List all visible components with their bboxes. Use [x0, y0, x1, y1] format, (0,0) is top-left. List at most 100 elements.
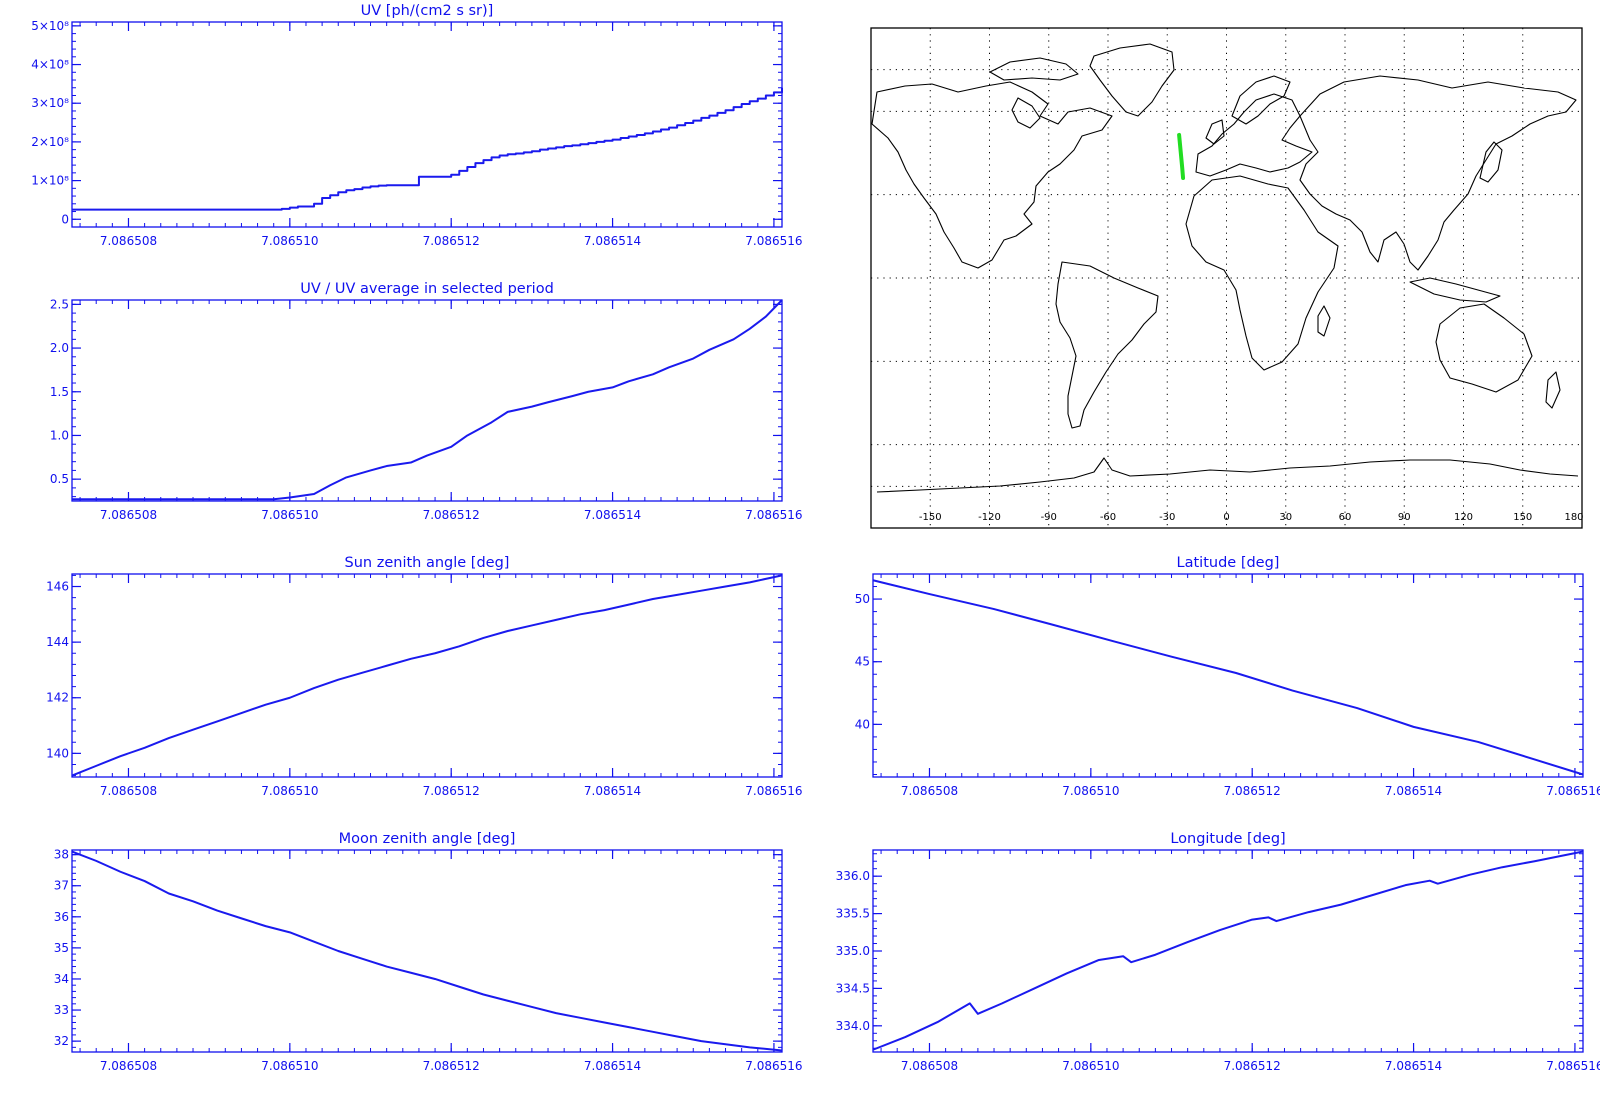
y-tick-label: 334.5 [836, 981, 870, 995]
y-tick-label: 45 [855, 655, 870, 669]
y-tick-label: 334.0 [836, 1019, 870, 1033]
chart-title: Moon zenith angle [deg] [339, 831, 516, 847]
chart-title: Sun zenith angle [deg] [345, 555, 510, 571]
map-longitude-label: -60 [1100, 512, 1116, 523]
y-tick-label: 2×10⁸ [31, 135, 69, 149]
y-tick-label: 0 [61, 212, 69, 226]
y-tick-label: 40 [855, 717, 870, 731]
ground-track-map: -150 -120 -90 -60 -30 0 30 60 90 120 150 180 [870, 27, 1584, 529]
x-tick-label: 7.086514 [584, 1059, 641, 1073]
map-longitude-label: 60 [1339, 512, 1352, 523]
series-line [872, 579, 1584, 776]
x-tick-label: 7.086508 [100, 508, 157, 522]
new-zealand [1545, 371, 1561, 409]
map-longitude-label: 30 [1279, 512, 1292, 523]
y-tick-label: 4×10⁸ [31, 58, 69, 72]
series-line [71, 574, 783, 777]
x-tick-label: 7.086510 [261, 234, 318, 248]
chart-title: Longitude [deg] [1170, 831, 1285, 847]
x-tick-label: 7.086508 [100, 1059, 157, 1073]
x-tick-label: 7.086514 [584, 234, 641, 248]
moon-zenith-chart: Moon zenith angle [deg] 7.086508 7.086510 7… [54, 831, 803, 1073]
x-tick-label: 7.086512 [1224, 1059, 1281, 1073]
madagascar [1317, 305, 1331, 337]
asia-coastline [1299, 75, 1577, 271]
map-longitude-label: 0 [1223, 512, 1229, 523]
series-line [872, 850, 1584, 1051]
y-tick-label: 336.0 [836, 869, 870, 883]
australia-coastline [1435, 303, 1533, 393]
x-tick-label: 7.086514 [584, 784, 641, 798]
japan-coastline [1479, 141, 1503, 183]
map-longitude-label: 90 [1398, 512, 1411, 523]
map-longitude-label: -150 [919, 512, 942, 523]
y-tick-label: 3×10⁸ [31, 96, 69, 110]
map-longitude-label: 150 [1513, 512, 1532, 523]
x-tick-label: 7.086508 [100, 234, 157, 248]
x-tick-label: 7.086510 [1062, 784, 1119, 798]
south-america-coastline [1055, 261, 1159, 429]
x-tick-label: 7.086516 [745, 508, 802, 522]
x-tick-label: 7.086514 [1385, 784, 1442, 798]
x-tick-label: 7.086512 [1224, 784, 1281, 798]
hudson-bay-shore [1011, 97, 1041, 129]
series-line [71, 850, 783, 1052]
sun-zenith-chart: Sun zenith angle [deg] 7.086508 7.086510 7.… [46, 555, 802, 798]
y-tick-label: 5×10⁸ [31, 19, 69, 33]
ground-track-line [1177, 132, 1186, 180]
y-tick-label: 2.5 [50, 297, 69, 311]
x-tick-label: 7.086510 [1062, 1059, 1119, 1073]
x-tick-label: 7.086512 [423, 234, 480, 248]
map-longitude-label: -30 [1159, 512, 1175, 523]
chart-title: Latitude [deg] [1177, 555, 1280, 571]
x-tick-label: 7.086512 [423, 1059, 480, 1073]
map-longitude-label: 180 [1564, 512, 1583, 523]
y-tick-label: 50 [855, 592, 870, 606]
x-tick-label: 7.086516 [1546, 1059, 1600, 1073]
y-tick-label: 335.0 [836, 944, 870, 958]
europe-coastline [1195, 93, 1313, 177]
uv-chart: UV [ph/(cm2 s sr)] 7.086508 7.086510 7.0865… [31, 3, 802, 248]
x-tick-label: 7.086508 [901, 784, 958, 798]
x-tick-label: 7.086516 [745, 784, 802, 798]
plot-frame [872, 573, 1584, 778]
x-tick-label: 7.086512 [423, 784, 480, 798]
x-tick-label: 7.086514 [584, 508, 641, 522]
arctic-islands [989, 57, 1079, 81]
map-longitude-ticks: -150 -120 -90 -60 -30 0 30 60 90 120 150 180 [919, 512, 1584, 523]
plot-frame [71, 849, 783, 1053]
y-tick-label: 144 [46, 635, 69, 649]
x-tick-label: 7.086510 [261, 508, 318, 522]
y-tick-label: 38 [54, 848, 69, 862]
y-tick-label: 34 [54, 972, 69, 986]
y-tick-label: 32 [54, 1034, 69, 1048]
greenland-coastline [1089, 43, 1175, 117]
y-tick-label: 335.5 [836, 907, 870, 921]
x-tick-label: 7.086516 [745, 234, 802, 248]
y-tick-label: 140 [46, 746, 69, 760]
x-tick-label: 7.086510 [261, 1059, 318, 1073]
y-tick-label: 1.0 [50, 428, 69, 442]
y-tick-label: 142 [46, 691, 69, 705]
y-tick-label: 1.5 [50, 385, 69, 399]
indonesia-islands [1409, 277, 1501, 303]
chart-title: UV [ph/(cm2 s sr)] [361, 3, 494, 19]
coastlines [871, 43, 1579, 493]
y-tick-label: 33 [54, 1003, 69, 1017]
longitude-chart: Longitude [deg] 7.086508 7.086510 7.086512 7… [836, 831, 1600, 1073]
x-tick-label: 7.086510 [261, 784, 318, 798]
uv-ratio-chart: UV / UV average in selected period 7.0865… [50, 281, 803, 522]
series-line [72, 87, 783, 211]
y-tick-label: 37 [54, 879, 69, 893]
y-tick-label: 1×10⁸ [31, 174, 69, 188]
x-tick-label: 7.086508 [100, 784, 157, 798]
x-tick-label: 7.086514 [1385, 1059, 1442, 1073]
series-line [72, 299, 783, 501]
british-isles [1205, 119, 1225, 145]
x-tick-label: 7.086508 [901, 1059, 958, 1073]
latitude-chart: Latitude [deg] 7.086508 7.086510 7.086512 7.… [855, 555, 1600, 798]
y-tick-label: 0.5 [50, 472, 69, 486]
map-longitude-label: 120 [1454, 512, 1473, 523]
